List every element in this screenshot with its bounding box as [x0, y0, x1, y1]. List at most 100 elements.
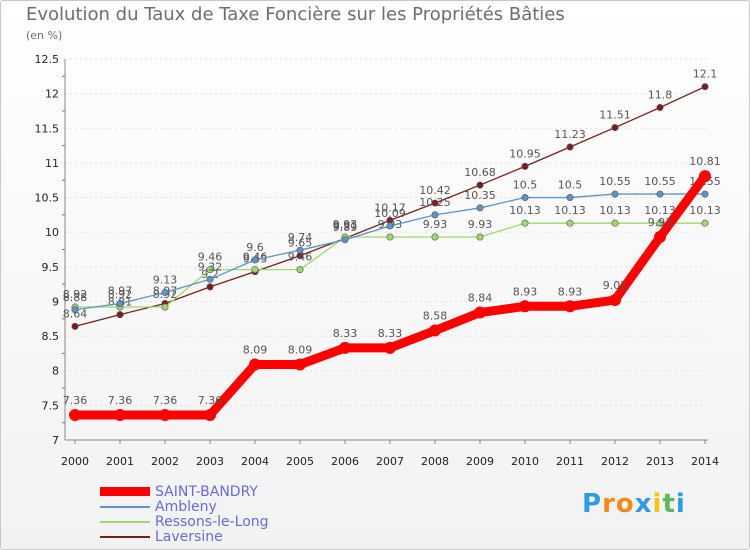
data-label: 9.6: [246, 241, 264, 254]
data-label: 9.93: [423, 218, 448, 231]
data-label: 8.92: [63, 288, 88, 301]
data-point-saint-bandry: [609, 294, 621, 307]
data-label: 9.46: [288, 251, 313, 264]
data-point-ressons-le-long: [656, 219, 664, 227]
data-point-ambleny: [251, 256, 259, 264]
data-label: 8.93: [513, 285, 538, 298]
data-label: 7.36: [108, 394, 133, 407]
data-point-laversine: [116, 311, 124, 319]
legend-swatch-ressons-le-long: [100, 520, 150, 523]
y-tick-label: 11.5: [35, 122, 60, 135]
data-point-ambleny: [296, 246, 304, 254]
y-tick-label: 8.5: [42, 330, 60, 343]
legend-item-saint-bandry: SAINT-BANDRY: [100, 483, 269, 500]
data-point-laversine: [656, 103, 664, 111]
data-point-ressons-le-long: [701, 219, 709, 227]
logo-letter: P: [582, 489, 603, 519]
x-tick-label: 2009: [466, 455, 494, 468]
y-tick-label: 7: [52, 434, 59, 447]
data-label: 9.46: [198, 251, 223, 264]
data-label: 9.02: [603, 279, 628, 292]
data-point-ambleny: [161, 288, 169, 296]
data-label: 9.93: [468, 218, 493, 231]
legend-label: Ressons-le-Long: [155, 513, 269, 530]
data-label: 9.93: [648, 216, 673, 229]
data-point-laversine: [701, 83, 709, 91]
y-tick-label: 10.5: [35, 192, 60, 205]
data-label: 8.92: [108, 288, 133, 301]
data-point-ambleny: [521, 194, 529, 202]
x-tick-label: 2000: [61, 455, 89, 468]
data-label: 9.91: [333, 219, 358, 232]
data-label: 8.84: [468, 292, 493, 305]
line-chart: 7 7.5 8 8.5 9 9.5 10 10.5 11 11.5 12 12.5 2000 2001 20…: [35, 53, 721, 468]
data-point-laversine: [206, 283, 214, 291]
data-point-laversine: [431, 199, 439, 207]
y-tick-label: 9.5: [42, 261, 60, 274]
y-tick-label: 7.5: [42, 399, 60, 412]
data-point-saint-bandry: [114, 409, 126, 422]
y-tick-label: 8: [52, 365, 59, 378]
data-point-laversine: [566, 143, 574, 151]
data-point-ambleny: [386, 222, 394, 230]
data-point-laversine: [476, 181, 484, 189]
x-tick-label: 2013: [646, 455, 674, 468]
data-label: 10.13: [644, 204, 676, 217]
legend-swatch-ambleny: [100, 505, 150, 508]
data-label: 9.93: [333, 218, 358, 231]
data-point-laversine: [521, 162, 529, 170]
data-label: 10.35: [464, 189, 496, 202]
x-tick-label: 2012: [601, 455, 629, 468]
data-point-ambleny: [431, 211, 439, 219]
data-label: 8.09: [243, 343, 268, 356]
legend-label: SAINT-BANDRY: [155, 483, 258, 500]
data-point-ressons-le-long: [611, 219, 619, 227]
data-label: 7.36: [153, 394, 178, 407]
x-tick-label: 2002: [151, 455, 179, 468]
data-point-ressons-le-long: [566, 219, 574, 227]
data-label: 10.13: [599, 204, 631, 217]
data-label: 9.65: [288, 237, 313, 250]
data-point-ambleny: [206, 275, 214, 283]
data-label: 8.97: [108, 285, 133, 298]
data-label: 10.17: [374, 201, 406, 214]
data-label: 8.93: [558, 285, 583, 298]
logo-letter: i: [652, 489, 663, 519]
data-point-ressons-le-long: [251, 266, 259, 274]
data-point-saint-bandry: [69, 409, 81, 422]
data-label: 10.09: [374, 207, 406, 220]
y-axis-unit: (en %): [26, 29, 63, 42]
proxiti-logo: Proxiti: [582, 489, 686, 519]
data-point-ressons-le-long: [521, 219, 529, 227]
data-point-ressons-le-long: [476, 233, 484, 241]
data-label: 10.5: [513, 179, 538, 192]
data-label: 10.13: [554, 204, 586, 217]
data-point-laversine: [611, 124, 619, 132]
data-label: 10.13: [509, 204, 541, 217]
data-point-saint-bandry: [699, 170, 711, 183]
legend-item-laversine: Laversine: [100, 529, 269, 545]
logo-letter: o: [615, 489, 635, 519]
data-point-saint-bandry: [384, 341, 396, 354]
x-tick-label: 2001: [106, 455, 134, 468]
legend-item-ressons-le-long: Ressons-le-Long: [100, 513, 269, 530]
data-point-ambleny: [341, 236, 349, 244]
data-point-ambleny: [116, 300, 124, 308]
data-point-ressons-le-long: [431, 233, 439, 241]
data-label: 10.13: [689, 204, 721, 217]
data-label: 9.89: [333, 221, 358, 234]
legend-label: Ambleny: [155, 498, 217, 515]
data-point-ressons-le-long: [206, 266, 214, 274]
x-tick-label: 2005: [286, 455, 314, 468]
data-label: 10.55: [644, 175, 676, 188]
data-label: 9.13: [153, 273, 178, 286]
data-label: 8.33: [378, 327, 403, 340]
data-label: 8.64: [63, 307, 88, 320]
x-tick-label: 2003: [196, 455, 224, 468]
data-point-saint-bandry: [429, 324, 441, 337]
legend-swatch-saint-bandry: [100, 487, 150, 496]
logo-letter: x: [634, 489, 653, 519]
data-point-laversine: [71, 322, 79, 330]
chart-title: Evolution du Taux de Taxe Foncière sur l…: [26, 4, 565, 25]
data-label: 12.1: [693, 68, 718, 81]
